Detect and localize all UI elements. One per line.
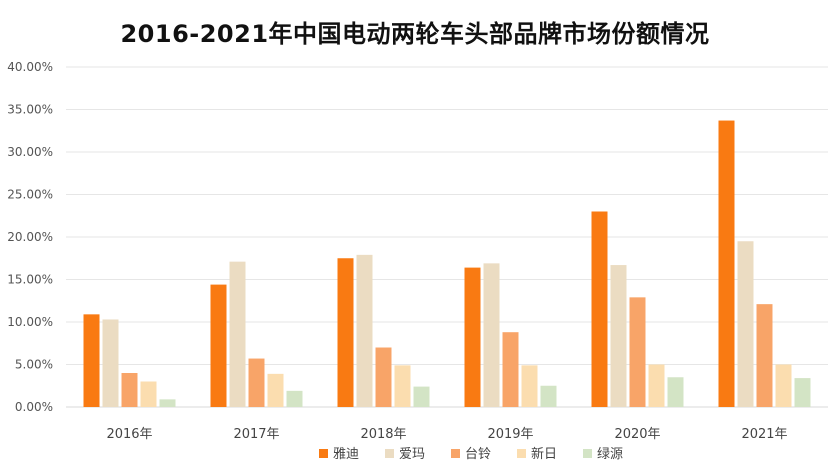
bar — [413, 386, 430, 407]
bar — [248, 358, 265, 407]
y-tick-label: 25.00% — [7, 188, 53, 202]
bar — [775, 364, 792, 407]
x-tick-label: 2019年 — [487, 427, 533, 442]
bar — [140, 381, 157, 407]
chart-title: 2016-2021年中国电动两轮车头部品牌市场份额情况 — [120, 20, 710, 48]
bar — [737, 241, 754, 407]
bar — [394, 365, 411, 407]
legend-label: 台铃 — [465, 447, 491, 462]
legend-label: 爱玛 — [399, 447, 425, 462]
legend-swatch — [517, 449, 526, 458]
bar — [794, 378, 811, 407]
bar — [591, 211, 608, 407]
bar — [210, 284, 227, 407]
legend-label: 新日 — [531, 446, 557, 462]
x-tick-label: 2021年 — [741, 427, 787, 442]
bar — [356, 254, 373, 407]
legend-swatch — [385, 449, 394, 458]
bar — [756, 304, 773, 407]
bar — [375, 347, 392, 407]
y-tick-label: 40.00% — [7, 60, 53, 74]
bar — [102, 319, 119, 407]
y-tick-label: 15.00% — [7, 273, 53, 287]
x-tick-label: 2020年 — [614, 427, 660, 442]
bar — [337, 258, 354, 407]
y-tick-label: 10.00% — [7, 315, 53, 329]
x-tick-label: 2016年 — [106, 427, 152, 442]
bar — [267, 373, 284, 407]
bar — [610, 265, 627, 407]
legend-label: 绿源 — [597, 447, 623, 462]
bar — [521, 365, 538, 407]
legend-swatch — [451, 449, 460, 458]
legend-swatch — [319, 449, 328, 458]
bar — [464, 267, 481, 407]
bar — [483, 263, 500, 407]
x-tick-label: 2017年 — [233, 427, 279, 442]
bar — [648, 364, 665, 407]
y-tick-label: 20.00% — [7, 230, 53, 244]
bar — [540, 385, 557, 407]
y-tick-label: 0.00% — [15, 400, 53, 414]
bar — [286, 390, 303, 407]
bar — [502, 332, 519, 407]
legend-swatch — [583, 449, 592, 458]
x-tick-label: 2018年 — [360, 427, 406, 442]
bar — [229, 261, 246, 407]
y-tick-label: 5.00% — [15, 358, 53, 372]
bar — [159, 399, 176, 407]
y-tick-label: 30.00% — [7, 145, 53, 159]
bar — [121, 373, 138, 407]
bar — [718, 120, 735, 408]
legend-label: 雅迪 — [333, 447, 359, 462]
bar — [83, 314, 100, 407]
y-tick-label: 35.00% — [7, 103, 53, 117]
bar — [667, 377, 684, 407]
bar — [629, 297, 646, 407]
